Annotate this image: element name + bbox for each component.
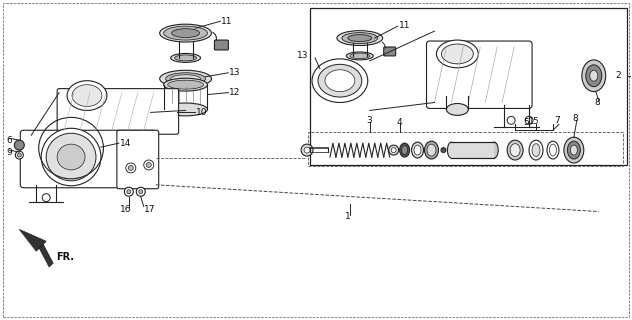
Ellipse shape	[427, 144, 436, 156]
Polygon shape	[20, 229, 53, 267]
Text: 8: 8	[572, 114, 578, 123]
Ellipse shape	[174, 55, 197, 61]
Circle shape	[15, 151, 23, 159]
FancyBboxPatch shape	[427, 41, 532, 108]
Circle shape	[17, 153, 21, 157]
Ellipse shape	[171, 53, 200, 62]
Ellipse shape	[570, 145, 578, 155]
Ellipse shape	[342, 33, 378, 44]
FancyBboxPatch shape	[384, 47, 396, 56]
Text: 16: 16	[120, 205, 131, 214]
Ellipse shape	[348, 35, 372, 42]
FancyBboxPatch shape	[57, 89, 179, 134]
Text: 4: 4	[397, 118, 403, 127]
Ellipse shape	[425, 141, 439, 159]
Ellipse shape	[67, 81, 107, 110]
Ellipse shape	[582, 60, 605, 92]
Text: 11: 11	[399, 21, 410, 30]
Bar	[308, 132, 623, 166]
Ellipse shape	[532, 144, 540, 156]
Ellipse shape	[411, 142, 423, 158]
Ellipse shape	[46, 133, 96, 181]
FancyBboxPatch shape	[214, 40, 228, 50]
Text: 13: 13	[296, 52, 308, 60]
Bar	[310, 8, 627, 165]
Circle shape	[125, 187, 133, 196]
Text: 3: 3	[366, 116, 372, 125]
Text: 11: 11	[221, 17, 233, 26]
Ellipse shape	[437, 40, 478, 68]
Ellipse shape	[72, 85, 102, 107]
Circle shape	[143, 160, 154, 170]
Circle shape	[126, 163, 136, 173]
Ellipse shape	[166, 73, 205, 85]
Text: 17: 17	[143, 205, 155, 214]
Circle shape	[42, 194, 50, 202]
Text: 12: 12	[229, 88, 241, 97]
Ellipse shape	[160, 24, 212, 42]
Ellipse shape	[164, 78, 207, 91]
Circle shape	[525, 116, 533, 124]
Ellipse shape	[447, 142, 456, 158]
Ellipse shape	[172, 29, 200, 37]
Ellipse shape	[350, 53, 370, 59]
Circle shape	[301, 144, 313, 156]
Ellipse shape	[529, 140, 543, 160]
Ellipse shape	[325, 70, 355, 92]
Circle shape	[137, 187, 145, 196]
Ellipse shape	[414, 145, 421, 155]
Circle shape	[304, 147, 310, 153]
Circle shape	[391, 148, 396, 153]
Ellipse shape	[564, 137, 584, 163]
Ellipse shape	[507, 140, 523, 160]
Ellipse shape	[401, 146, 408, 155]
Text: 7: 7	[554, 116, 560, 125]
Ellipse shape	[399, 143, 410, 157]
Circle shape	[146, 163, 151, 167]
Circle shape	[507, 116, 515, 124]
Ellipse shape	[167, 80, 204, 89]
Ellipse shape	[568, 141, 580, 159]
Text: 9: 9	[6, 148, 12, 156]
Ellipse shape	[346, 52, 374, 60]
Ellipse shape	[510, 144, 520, 156]
Ellipse shape	[164, 103, 207, 116]
Text: 1: 1	[345, 212, 351, 221]
Text: 6: 6	[6, 136, 12, 145]
Ellipse shape	[312, 59, 368, 102]
Circle shape	[139, 190, 143, 194]
Text: 15: 15	[528, 117, 538, 126]
Ellipse shape	[160, 70, 212, 87]
Text: 8: 8	[594, 98, 600, 107]
Bar	[451, 142, 494, 158]
Text: 10: 10	[195, 108, 207, 117]
Text: 2: 2	[615, 71, 621, 80]
Ellipse shape	[586, 65, 602, 87]
Ellipse shape	[337, 31, 383, 45]
Ellipse shape	[57, 144, 85, 170]
Circle shape	[128, 165, 133, 171]
FancyBboxPatch shape	[20, 130, 155, 188]
Ellipse shape	[171, 75, 200, 83]
Circle shape	[127, 190, 131, 194]
Circle shape	[441, 148, 446, 153]
Ellipse shape	[549, 144, 556, 156]
Ellipse shape	[590, 70, 598, 81]
Text: 14: 14	[120, 139, 131, 148]
Text: FR.: FR.	[56, 252, 74, 262]
Ellipse shape	[490, 142, 498, 158]
Ellipse shape	[318, 64, 362, 97]
Text: 13: 13	[229, 68, 241, 77]
Ellipse shape	[446, 103, 468, 116]
Circle shape	[389, 145, 399, 155]
Ellipse shape	[547, 141, 559, 159]
FancyBboxPatch shape	[117, 130, 159, 189]
Circle shape	[15, 140, 24, 150]
Ellipse shape	[164, 26, 207, 40]
Ellipse shape	[41, 128, 101, 186]
Ellipse shape	[441, 44, 473, 64]
Text: 5: 5	[523, 118, 529, 127]
